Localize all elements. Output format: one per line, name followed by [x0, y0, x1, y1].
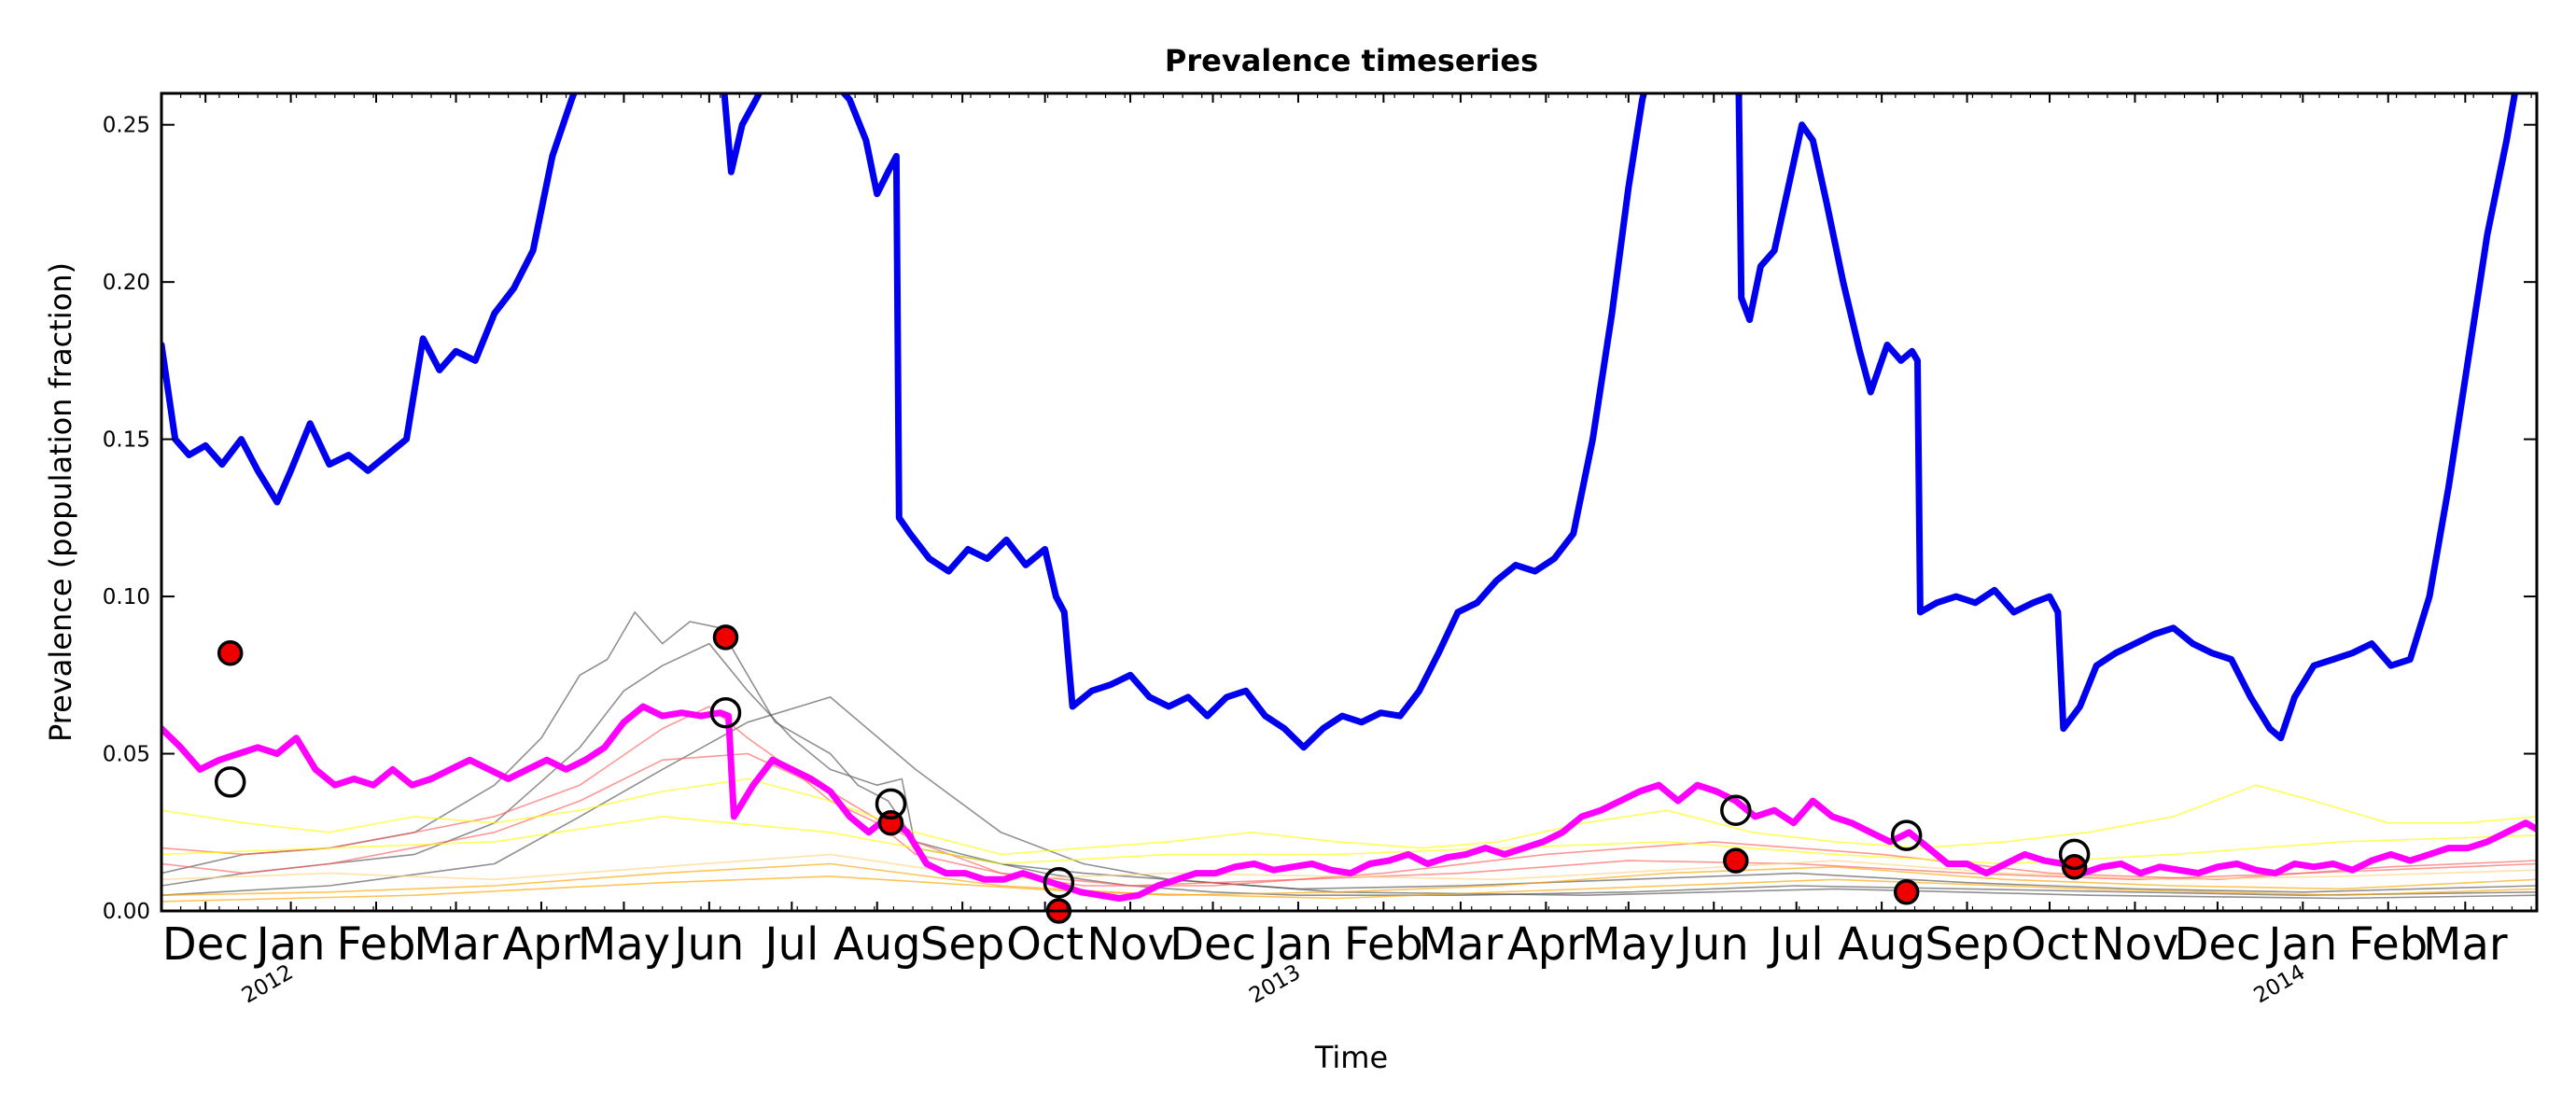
x-tick-label: Aug	[833, 918, 921, 971]
open-marker-13	[2058, 838, 2091, 871]
x-tick-label: Feb	[337, 918, 416, 971]
x-tick-label: Jan	[2265, 918, 2337, 971]
open-marker-9	[1720, 794, 1752, 826]
x-tick-label: Oct	[1006, 918, 1084, 971]
y-axis-label: Prevalence (population fraction)	[43, 262, 78, 742]
filled-marker-0	[217, 639, 244, 666]
series-line-10	[161, 777, 2537, 856]
series-line-13	[161, 875, 2537, 903]
open-marker-5	[875, 788, 907, 820]
y-axis: 0.00 0.05 0.10 0.15 0.20 0.25	[103, 114, 2537, 924]
series-line-5	[161, 611, 2537, 896]
x-tick-label: Oct	[2011, 918, 2089, 971]
y-tick-label: 0.10	[103, 585, 150, 609]
y-tick-label: 0.05	[103, 743, 150, 767]
filled-marker-10	[1893, 879, 1920, 905]
x-tick-label: May	[1582, 918, 1674, 971]
series-line-6	[161, 642, 2537, 893]
open-marker-11	[1890, 819, 1923, 851]
x-tick-label: Dec	[1169, 918, 1256, 971]
x-tick-label: Jun	[1676, 918, 1749, 971]
x-tick-label: Apr	[502, 918, 580, 971]
x-tick-label: Nov	[2092, 918, 2179, 971]
x-tick-label: Jan	[1261, 918, 1333, 971]
x-tick-label: Jul	[762, 918, 819, 971]
series-line-3	[1735, 93, 2519, 742]
y-tick-label: 0.15	[103, 428, 150, 453]
x-tick-label: Jul	[1767, 918, 1824, 971]
x-tick-label: Feb	[2348, 918, 2428, 971]
x-tick-label: Aug	[1838, 918, 1925, 971]
x-tick-label: Nov	[1086, 918, 1174, 971]
series-line-0	[161, 93, 578, 506]
x-tick-label: Dec	[162, 918, 249, 971]
x-axis-label: Time	[1314, 1040, 1388, 1075]
x-tick-label: Sep	[920, 918, 1004, 971]
x-tick-label: Mar	[1419, 918, 1504, 971]
x-tick-label: Apr	[1507, 918, 1585, 971]
series-line-14	[161, 853, 2537, 881]
series-layer	[161, 93, 2537, 903]
series-line-8	[161, 706, 2537, 887]
series-line-4	[161, 703, 2537, 902]
x-tick-label: May	[578, 918, 670, 971]
filled-marker-8	[1723, 847, 1749, 874]
plot-area	[161, 93, 2537, 911]
x-tick-label: Feb	[1344, 918, 1423, 971]
marker-layer	[214, 624, 2091, 924]
open-marker-7	[1043, 866, 1075, 899]
series-line-1	[721, 93, 763, 175]
x-tick-label: Mar	[413, 918, 498, 971]
series-line-12	[161, 862, 2537, 896]
chart-title: Prevalence timeseries	[1165, 43, 1538, 78]
x-tick-label: Sep	[1925, 918, 2009, 971]
series-line-7	[161, 696, 2537, 900]
series-line-2	[839, 93, 1647, 751]
open-marker-1	[214, 766, 246, 798]
x-tick-label: Jan	[254, 918, 326, 971]
series-line-9	[161, 752, 2537, 887]
x-tick-label: Jun	[671, 918, 744, 971]
series-line-11	[161, 816, 2537, 865]
y-tick-label: 0.20	[103, 271, 150, 295]
open-marker-3	[709, 696, 742, 729]
filled-marker-2	[712, 624, 739, 651]
plot-frame	[160, 91, 2539, 913]
y-tick-label: 0.00	[103, 900, 150, 924]
x-tick-label: Dec	[2174, 918, 2261, 971]
x-tick-label: Mar	[2423, 918, 2508, 971]
y-tick-label: 0.25	[103, 114, 150, 138]
